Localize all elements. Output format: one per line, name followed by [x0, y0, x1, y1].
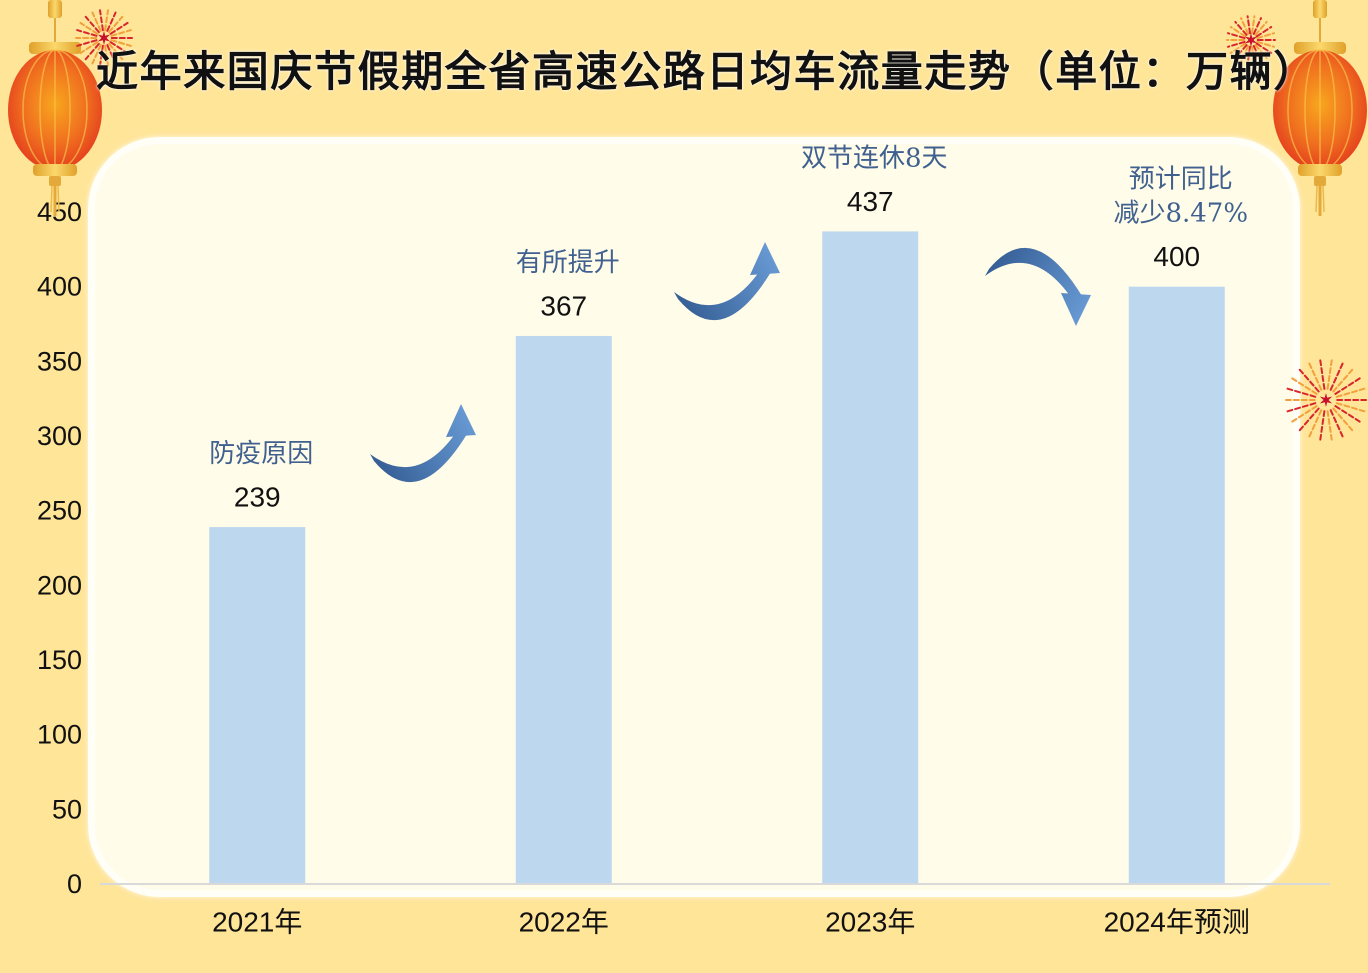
- y-axis: 0 50 100 150 200 250 300 350 400 450: [37, 197, 82, 899]
- bar: [209, 527, 306, 884]
- data-label: 437: [847, 186, 894, 217]
- y-tick-label: 250: [37, 496, 82, 526]
- arrow-body: [985, 247, 1082, 296]
- y-tick-label: 200: [37, 570, 82, 600]
- annotation-text: 防疫原因: [209, 439, 313, 469]
- bar: [515, 335, 612, 884]
- y-tick-label: 150: [37, 645, 82, 675]
- y-tick-label: 100: [37, 720, 82, 750]
- data-label: 367: [540, 290, 587, 321]
- arrow-body: [370, 434, 467, 483]
- chart-title: 近年来国庆节假期全省高速公路日均车流量走势（单位：万辆）: [96, 47, 1317, 96]
- annotation-text: 双节连休8天: [801, 143, 948, 173]
- annotation-text: 减少8.47%: [1113, 199, 1248, 229]
- x-tick-label: 2022年: [519, 907, 609, 938]
- arrow-head: [446, 404, 476, 437]
- bar: [822, 231, 919, 884]
- y-tick-label: 0: [67, 869, 82, 899]
- y-tick-label: 300: [37, 421, 82, 451]
- data-labels: 239 367 437 400: [234, 186, 1200, 513]
- y-tick-label: 50: [52, 794, 82, 824]
- x-tick-label: 2021年: [212, 907, 302, 938]
- bar-series: [209, 231, 1225, 885]
- bar: [1128, 286, 1225, 885]
- y-tick-label: 450: [37, 197, 82, 227]
- curved-arrow-down-icon: [985, 247, 1091, 326]
- arrow-head: [1061, 293, 1091, 326]
- arrow-head: [750, 242, 780, 275]
- x-tick-label: 2024年预测: [1104, 907, 1250, 938]
- y-tick-label: 350: [37, 346, 82, 376]
- curved-arrow-up-icon: [674, 242, 780, 321]
- annotation-text: 预计同比: [1129, 165, 1233, 195]
- x-tick-label: 2023年: [825, 907, 915, 938]
- y-tick-label: 400: [37, 272, 82, 302]
- x-axis: 2021年 2022年 2023年 2024年预测: [212, 907, 1250, 938]
- curved-arrow-up-icon: [370, 404, 476, 483]
- data-label: 400: [1153, 241, 1200, 272]
- arrow-body: [674, 272, 771, 321]
- data-label: 239: [234, 482, 281, 513]
- annotation-text: 有所提升: [516, 248, 620, 278]
